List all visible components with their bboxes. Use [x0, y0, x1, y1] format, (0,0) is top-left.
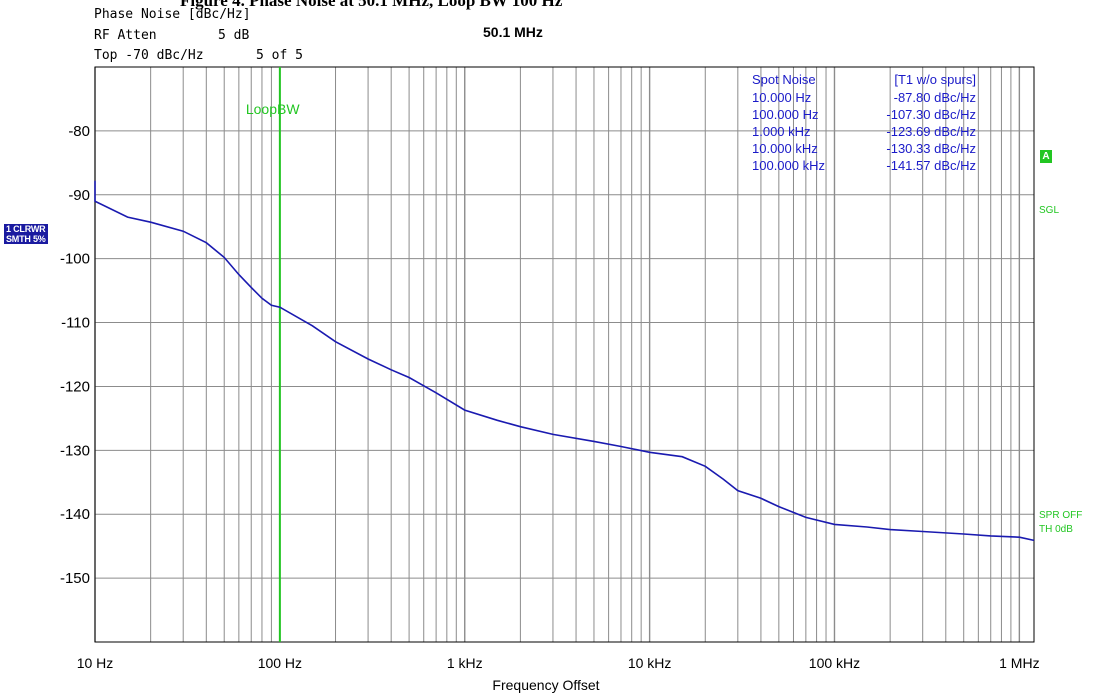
header-rf-atten-value: 5 dB [218, 28, 250, 43]
x-axis-ticks: 10 Hz 100 Hz 1 kHz 10 kHz 100 kHz 1 MHz [77, 655, 1040, 671]
y-tick-label: -150 [60, 570, 90, 587]
y-tick-label: -140 [60, 506, 90, 523]
loopbw-marker-label: LoopBW [246, 101, 300, 117]
plot-frame [94, 66, 1035, 643]
header-sweep-count: 5 of 5 [256, 48, 303, 63]
trace-mode-tag: 1 CLRWR SMTH 5% [4, 224, 48, 244]
trace-a-badge: A [1040, 150, 1052, 163]
spot-noise-freq: 10.000 kHz [752, 141, 818, 156]
spot-noise-freq: 100.000 Hz [752, 107, 819, 122]
y-tick-label: -130 [60, 442, 90, 459]
spot-noise-value: -107.30 dBc/Hz [886, 107, 976, 122]
x-tick-label: 10 kHz [628, 655, 672, 671]
x-tick-label: 100 kHz [809, 655, 860, 671]
y-tick-label: -120 [60, 378, 90, 395]
spr-off-label: SPR OFF [1039, 510, 1083, 521]
threshold-label: TH 0dB [1039, 524, 1073, 535]
spot-noise-freq: 1.000 kHz [752, 124, 811, 139]
header-line-phase-noise: Phase Noise [dBc/Hz] [94, 7, 251, 22]
y-tick-label: -80 [68, 123, 90, 140]
spot-noise-value: -141.57 dBc/Hz [886, 158, 976, 173]
x-tick-label: 1 kHz [447, 655, 483, 671]
figure-title-cut: Figure 4. Phase Noise at 50.1 MHz, Loop … [180, 0, 563, 10]
y-tick-label: -100 [60, 251, 90, 268]
y-tick-label: -90 [68, 187, 90, 204]
grid [94, 67, 1034, 642]
y-tick-label: -110 [61, 315, 90, 332]
spot-noise-header: Spot Noise [752, 72, 816, 87]
x-tick-label: 1 MHz [999, 655, 1039, 671]
spot-noise-value: -130.33 dBc/Hz [886, 141, 976, 156]
spot-noise-freq: 100.000 kHz [752, 158, 825, 173]
spot-noise-table: Spot Noise [T1 w/o spurs] 10.000 Hz -87.8… [752, 72, 976, 173]
trace-mode-line1: 1 CLRWR [6, 224, 46, 234]
spot-noise-value: -123.69 dBc/Hz [886, 124, 976, 139]
x-tick-label: 10 Hz [77, 655, 114, 671]
x-axis-label: Frequency Offset [492, 677, 599, 693]
spot-noise-value: -87.80 dBc/Hz [894, 90, 976, 105]
spot-noise-header-right: [T1 w/o spurs] [894, 72, 976, 87]
header-top-label: Top -70 dBc/Hz [94, 48, 204, 63]
sgl-label: SGL [1039, 205, 1060, 216]
header-rf-atten-label: RF Atten [94, 28, 157, 43]
spot-noise-freq: 10.000 Hz [752, 90, 811, 105]
phase-noise-trace [94, 180, 1035, 542]
y-axis-ticks: -80 -90 -100 -110 -120 -130 -140 -150 [60, 123, 90, 587]
x-tick-label: 100 Hz [258, 655, 302, 671]
center-frequency: 50.1 MHz [483, 24, 543, 40]
trace-mode-line2: SMTH 5% [6, 234, 46, 244]
